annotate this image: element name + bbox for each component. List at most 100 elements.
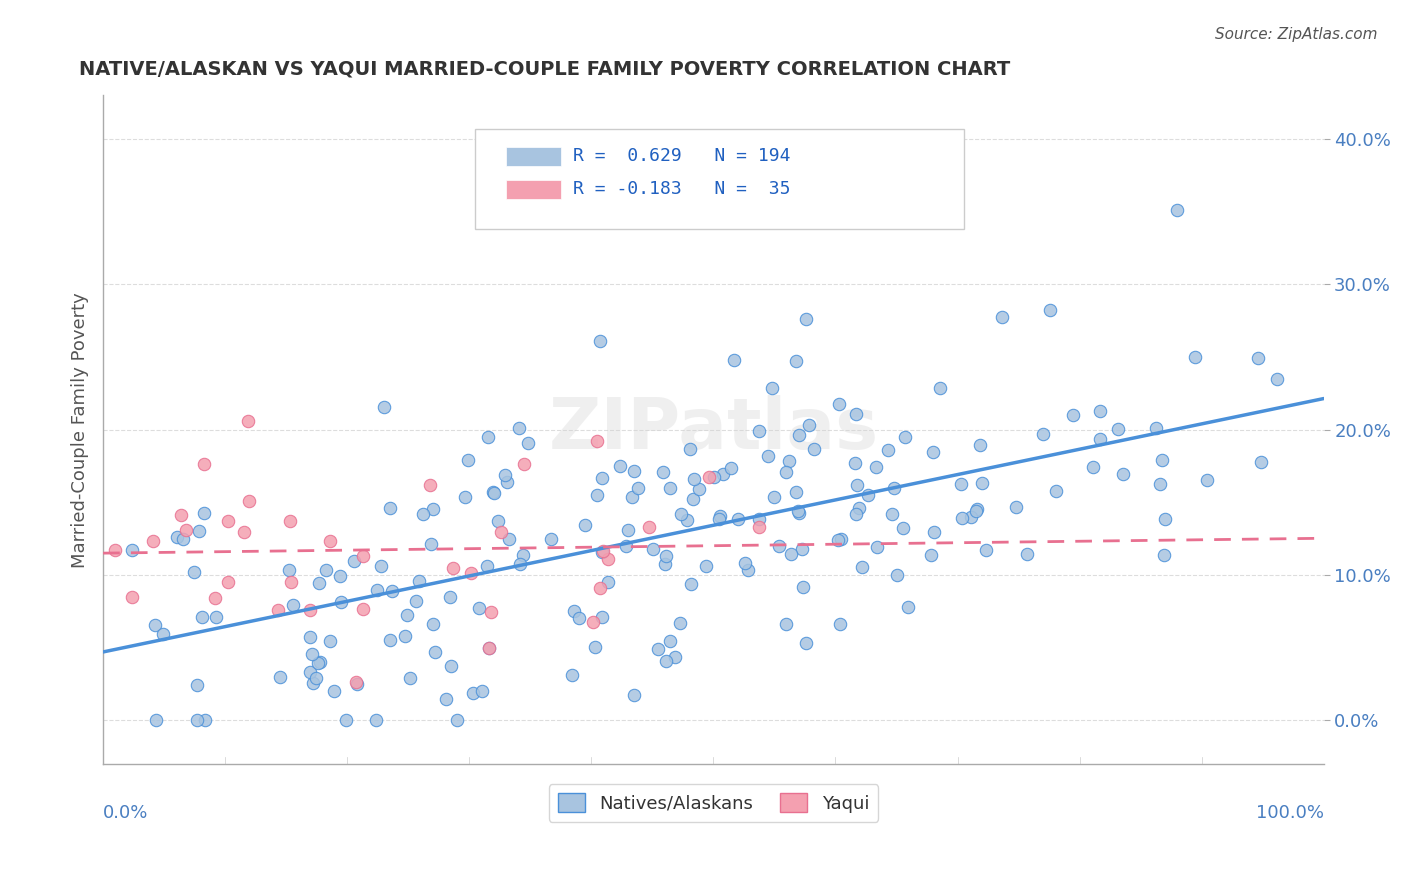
Point — [965, 504, 987, 518]
Point — [191, 610, 214, 624]
Point — [238, 494, 260, 508]
Point — [298, 665, 321, 680]
Point — [1015, 547, 1038, 561]
Point — [323, 684, 346, 698]
Point — [866, 541, 889, 555]
Point — [278, 563, 301, 577]
Point — [592, 544, 614, 558]
Point — [596, 551, 619, 566]
Point — [121, 591, 143, 605]
Point — [844, 456, 866, 470]
Point — [373, 400, 395, 414]
Text: R =  0.629   N = 194: R = 0.629 N = 194 — [574, 146, 790, 165]
Point — [1032, 427, 1054, 442]
Point — [183, 565, 205, 579]
Point — [851, 559, 873, 574]
Point — [803, 442, 825, 456]
Point — [217, 514, 239, 528]
Point — [929, 381, 952, 395]
Point — [1166, 203, 1188, 218]
Text: NATIVE/ALASKAN VS YAQUI MARRIED-COUPLE FAMILY POVERTY CORRELATION CHART: NATIVE/ALASKAN VS YAQUI MARRIED-COUPLE F… — [79, 60, 1010, 78]
Point — [787, 428, 810, 442]
Point — [845, 507, 868, 521]
Point — [478, 641, 501, 656]
Point — [748, 520, 770, 534]
Point — [582, 615, 605, 630]
Point — [768, 539, 790, 553]
Point — [589, 334, 612, 348]
Point — [496, 475, 519, 490]
Point — [924, 524, 946, 539]
Point — [366, 583, 388, 598]
Point — [830, 617, 852, 632]
Point — [591, 471, 613, 485]
Point — [453, 490, 475, 504]
Point — [561, 667, 583, 681]
Point — [897, 600, 920, 615]
Point — [952, 511, 974, 525]
Point — [894, 430, 917, 444]
Point — [845, 407, 868, 421]
Point — [586, 488, 609, 502]
Point — [468, 600, 491, 615]
Point — [422, 501, 444, 516]
Point — [828, 397, 851, 411]
Point — [562, 604, 585, 618]
Point — [457, 453, 479, 467]
Point — [846, 478, 869, 492]
Point — [366, 713, 388, 727]
Point — [614, 539, 637, 553]
Text: ZIPatlas: ZIPatlas — [548, 395, 879, 464]
Point — [395, 607, 418, 622]
Point — [775, 616, 797, 631]
Point — [1247, 351, 1270, 366]
Point — [381, 584, 404, 599]
Text: R = -0.183   N =  35: R = -0.183 N = 35 — [574, 180, 790, 198]
Point — [797, 418, 820, 433]
Point — [647, 642, 669, 657]
Point — [659, 634, 682, 648]
Point — [1083, 459, 1105, 474]
Point — [697, 470, 720, 484]
Point — [378, 500, 401, 515]
Point — [623, 688, 645, 702]
Point — [1107, 422, 1129, 436]
Point — [652, 465, 675, 479]
Point — [315, 563, 337, 577]
Point — [280, 575, 302, 590]
Point — [620, 490, 643, 504]
Point — [1088, 404, 1111, 418]
Point — [330, 595, 353, 609]
Point — [309, 655, 332, 669]
Point — [318, 634, 340, 648]
Point — [489, 525, 512, 540]
Point — [482, 485, 505, 500]
Point — [121, 543, 143, 558]
Point — [440, 659, 463, 673]
Point — [756, 449, 779, 463]
Point — [574, 518, 596, 533]
Point — [278, 515, 301, 529]
Point — [591, 545, 613, 559]
Point — [267, 603, 290, 617]
Point — [1154, 512, 1177, 526]
Point — [352, 549, 374, 564]
Point — [1152, 452, 1174, 467]
Point — [405, 593, 427, 607]
Point — [583, 640, 606, 654]
Point — [748, 512, 770, 526]
Point — [412, 507, 434, 521]
Point — [1045, 483, 1067, 498]
Point — [1149, 476, 1171, 491]
Point — [1153, 548, 1175, 562]
Point — [876, 443, 898, 458]
Point — [423, 645, 446, 659]
Point — [370, 559, 392, 574]
Point — [886, 567, 908, 582]
Point — [1088, 432, 1111, 446]
Point — [1197, 473, 1219, 487]
Point — [143, 617, 166, 632]
Point — [598, 574, 620, 589]
Point — [283, 598, 305, 612]
Point — [671, 507, 693, 521]
